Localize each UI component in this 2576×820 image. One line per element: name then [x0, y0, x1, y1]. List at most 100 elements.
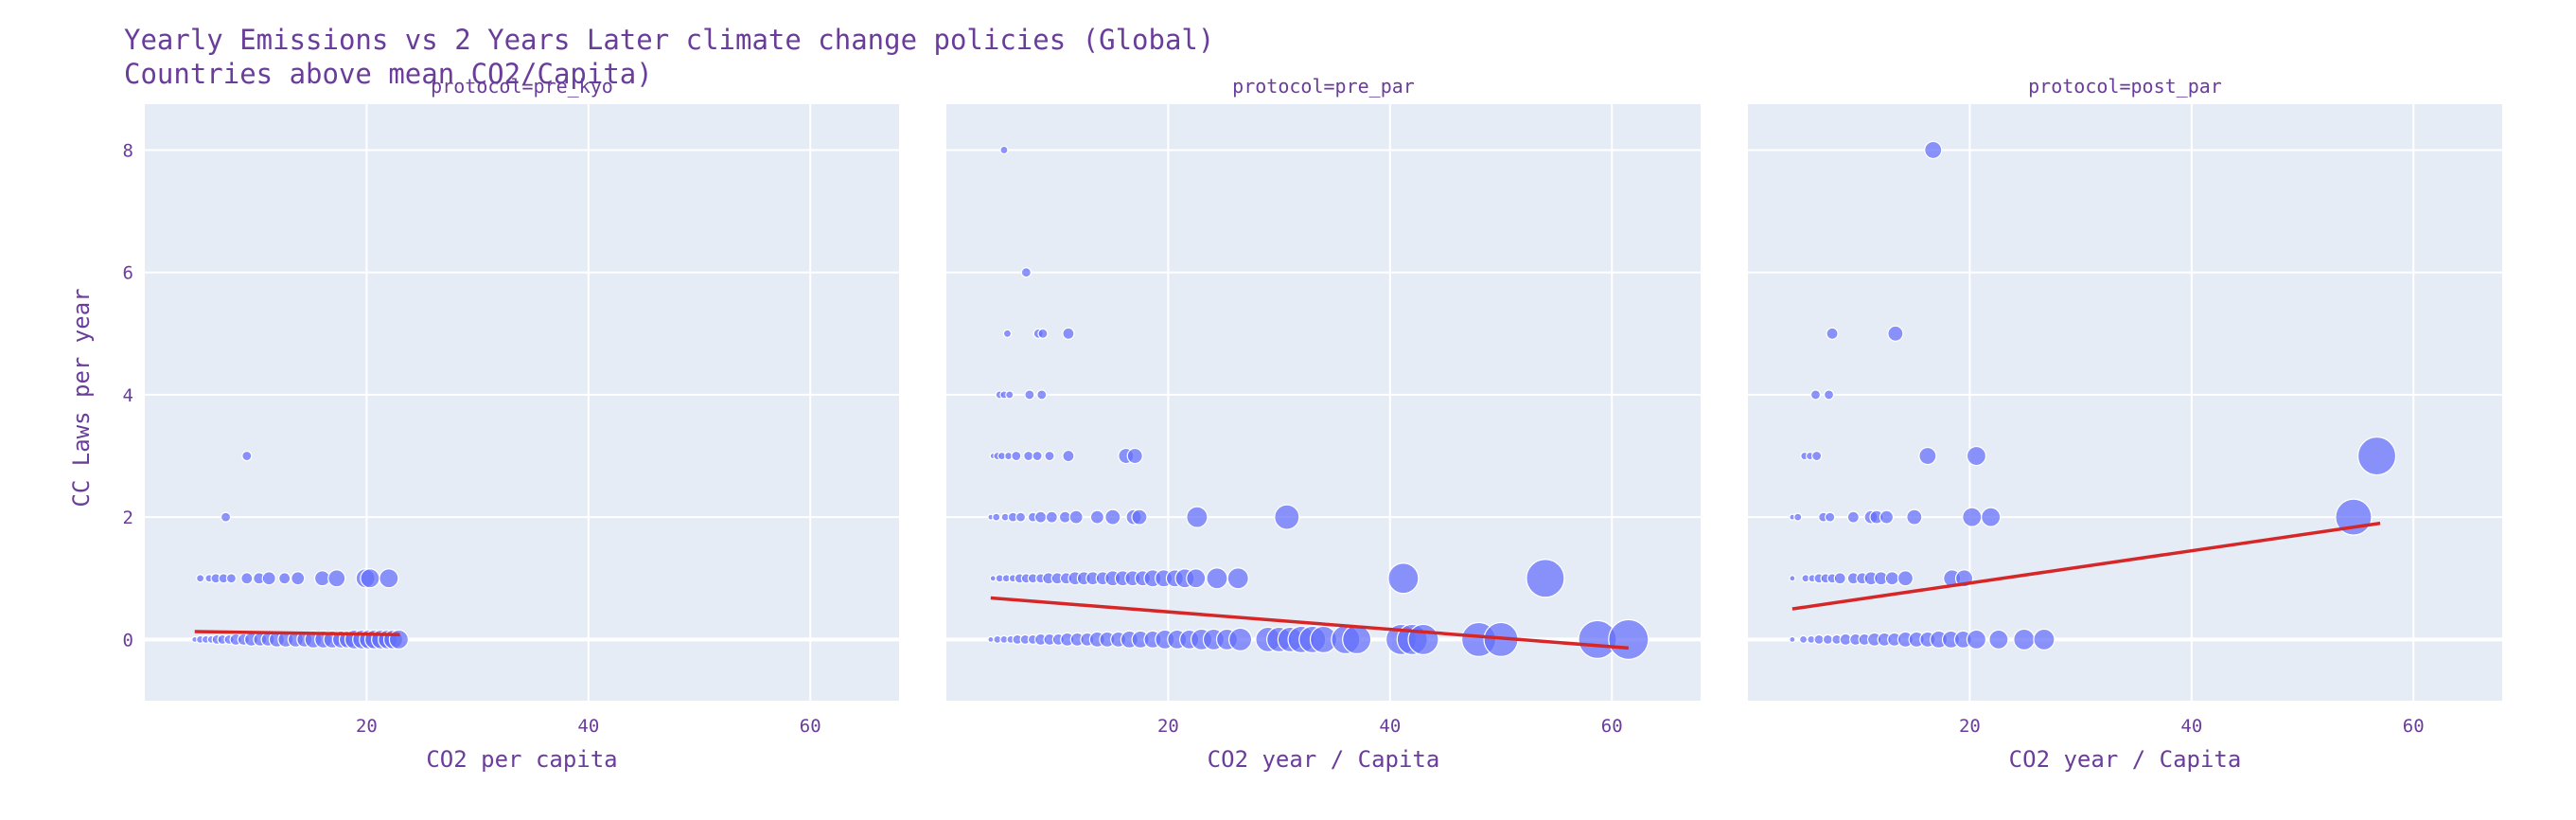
subplot-pre-kyo: 20 40 60 0 2 4 6 8 protocol=pre_kyo CO2 per ca…	[123, 75, 899, 773]
scatter-point	[1526, 559, 1565, 598]
subplot-title: protocol=pre_kyo	[431, 75, 613, 98]
scatter-point	[1897, 570, 1914, 587]
scatter-point	[1186, 568, 1207, 589]
scatter-point	[1062, 327, 1075, 340]
scatter-point	[1809, 389, 1822, 401]
scatter-point	[225, 573, 238, 584]
scatter-point	[1826, 327, 1839, 340]
scatter-point	[1793, 512, 1803, 522]
trend-line	[194, 630, 400, 636]
scatter-point	[1005, 390, 1015, 400]
y-tick-label: 2	[123, 508, 133, 528]
scatter-point	[379, 568, 399, 589]
chart-title-line1: Yearly Emissions vs 2 Years Later climat…	[124, 24, 1214, 56]
scatter-point	[1823, 389, 1835, 401]
scatter-point	[1045, 510, 1058, 524]
scatter-point	[291, 571, 306, 586]
scatter-point	[1089, 509, 1105, 525]
scatter-point	[1186, 506, 1209, 528]
scatter-point	[1126, 447, 1143, 465]
scatter-point	[1342, 624, 1372, 654]
x-tick-labels: 20 40 60	[1157, 716, 1623, 737]
scatter-point	[1062, 449, 1075, 463]
scatter-point	[1962, 507, 1983, 527]
scatter-point	[1966, 629, 1987, 650]
scatter-point	[1015, 511, 1027, 523]
scatter-point	[1032, 450, 1043, 462]
scatter-point	[2013, 628, 2036, 651]
scatter-point	[1887, 325, 1904, 342]
scatter-point	[1789, 635, 1796, 643]
scatter-point	[1799, 634, 1808, 644]
plot-area	[145, 104, 899, 701]
scatter-point	[992, 512, 1001, 522]
y-tick-label: 6	[123, 263, 133, 284]
x-tick-label: 20	[1959, 716, 1981, 737]
scatter-point	[278, 572, 291, 585]
scatter-point	[196, 574, 205, 583]
scatter-point	[1884, 571, 1899, 586]
x-tick-label: 40	[1379, 716, 1401, 737]
scatter-point	[999, 145, 1009, 155]
trend-line	[990, 596, 1629, 651]
x-tick-label: 60	[1601, 716, 1623, 737]
scatter-points	[987, 145, 1650, 660]
scatter-point	[1131, 508, 1148, 526]
scatter-point	[1037, 328, 1049, 339]
scatter-point	[1789, 575, 1796, 582]
trend-line	[1791, 521, 2381, 611]
x-tick-labels: 20 40 60	[356, 716, 821, 737]
scatter-point	[1024, 389, 1035, 401]
scatter-point	[1036, 389, 1048, 401]
scatter-point	[1924, 140, 1943, 160]
scatter-point	[1811, 450, 1823, 462]
trend-line-segment	[1791, 521, 2381, 611]
x-tick-label: 60	[2403, 716, 2425, 737]
trend-line-segment	[990, 596, 1629, 651]
x-tick-label: 40	[577, 716, 599, 737]
scatter-point	[1227, 627, 1253, 651]
scatter-point	[1044, 450, 1055, 462]
scatter-point	[1387, 562, 1420, 595]
scatter-point	[1023, 450, 1034, 462]
y-axis-title: CC Laws per year	[68, 288, 95, 507]
scatter-point	[1825, 511, 1836, 523]
x-tick-label: 20	[356, 716, 378, 737]
scatter-point	[2356, 436, 2397, 476]
subplot-pre-par: 20 40 60 protocol=pre_par CO2 year / Capit…	[946, 75, 1701, 773]
scatter-point	[1104, 508, 1121, 526]
x-axis-title: CO2 year / Capita	[1208, 746, 1440, 773]
y-tick-label: 4	[123, 385, 133, 406]
scatter-point	[1813, 633, 1825, 645]
x-axis-title: CO2 per capita	[426, 746, 617, 773]
x-tick-label: 40	[2180, 716, 2202, 737]
scatter-point	[1011, 450, 1022, 462]
scatter-point	[220, 511, 232, 523]
chart-title-line2: Countries above mean CO2/Capita)	[124, 58, 653, 90]
scatter-point	[1226, 567, 1249, 590]
subplot-post-par: 20 40 60 protocol=post_par CO2 year / Capi…	[1748, 75, 2502, 773]
scatter-points	[1789, 140, 2397, 651]
x-axis-title: CO2 year / Capita	[2009, 746, 2242, 773]
scatter-point	[1206, 567, 1228, 590]
x-tick-labels: 20 40 60	[1959, 716, 2425, 737]
subplot-title: protocol=pre_par	[1232, 75, 1415, 98]
scatter-point	[1608, 618, 1650, 660]
scatter-point	[1068, 509, 1084, 525]
scatter-point	[1966, 445, 1987, 467]
scatter-point	[261, 571, 276, 586]
x-tick-label: 20	[1157, 716, 1179, 737]
subplot-title: protocol=post_par	[2028, 75, 2222, 98]
scatter-point	[241, 450, 253, 462]
scatter-point	[313, 570, 331, 587]
scatter-point	[1846, 510, 1860, 524]
scatter-point	[987, 635, 995, 643]
scatter-point	[1407, 623, 1439, 655]
scatter-point	[240, 572, 254, 585]
scatter-point	[1833, 572, 1846, 585]
scatter-point	[360, 568, 380, 589]
scatter-point	[1906, 508, 1923, 526]
y-tick-label: 8	[123, 140, 133, 161]
scatter-point	[1879, 509, 1895, 525]
